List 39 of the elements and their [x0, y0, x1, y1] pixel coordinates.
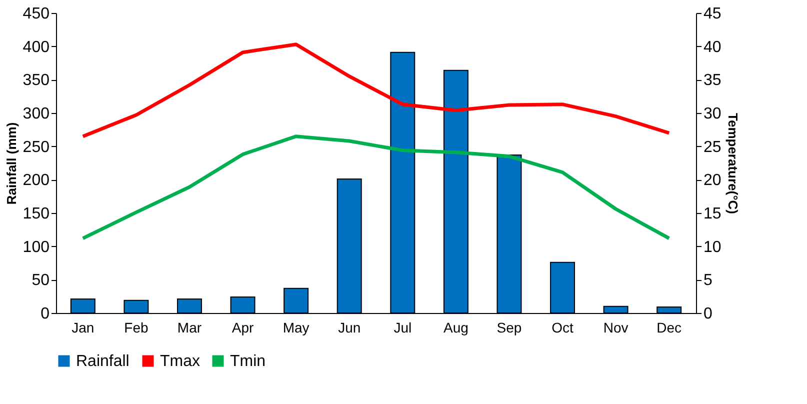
y2-tick-label: 30 — [704, 106, 722, 122]
y2-tick-label: 40 — [704, 38, 722, 56]
y-tick-label: 350 — [22, 72, 50, 90]
y2-axis-title: Temperature(°C) — [725, 112, 740, 214]
x-tick-label: Nov — [603, 320, 628, 336]
x-tick-label: Sep — [496, 320, 522, 336]
x-tick-label: Feb — [124, 320, 148, 336]
x-tick-label: Oct — [552, 320, 574, 336]
x-tick-label: Mar — [177, 320, 202, 336]
legend-label: Rainfall — [76, 353, 130, 370]
y-tick-label: 50 — [32, 272, 50, 290]
y-tick-label: 0 — [40, 306, 50, 322]
y2-tick-label: 0 — [704, 306, 712, 322]
x-tick-label: May — [282, 320, 310, 336]
x-tick-label: Aug — [443, 320, 468, 336]
y-tick-label: 100 — [22, 238, 50, 256]
y2-tick-label: 10 — [704, 238, 722, 256]
y-tick-label: 200 — [22, 172, 50, 190]
line-series — [81, 42, 671, 138]
y-tick-label: 250 — [22, 138, 50, 156]
y2-tick-label: 5 — [704, 272, 712, 290]
y-tick-label: 150 — [22, 206, 50, 222]
x-tick-label: Dec — [656, 320, 682, 336]
x-tick-label: Jul — [394, 320, 412, 336]
legend-label: Tmax — [160, 353, 200, 370]
y2-tick-label: 25 — [704, 138, 722, 156]
x-tick-label: Jun — [338, 320, 361, 336]
y-tick-label: 300 — [22, 106, 50, 122]
y-axis-title: Rainfall (mm) — [4, 122, 19, 205]
line-series — [81, 134, 671, 240]
legend-label: Tmin — [230, 353, 266, 370]
y2-tick-label: 15 — [704, 206, 722, 222]
y2-tick-label: 35 — [704, 72, 722, 90]
y2-tick-label: 20 — [704, 172, 722, 190]
y2-tick-label: 45 — [704, 6, 722, 22]
x-tick-label: Jan — [72, 320, 94, 336]
y-tick-label: 400 — [22, 38, 50, 56]
x-tick-label: Apr — [232, 320, 254, 336]
y-tick-label: 450 — [22, 6, 50, 22]
